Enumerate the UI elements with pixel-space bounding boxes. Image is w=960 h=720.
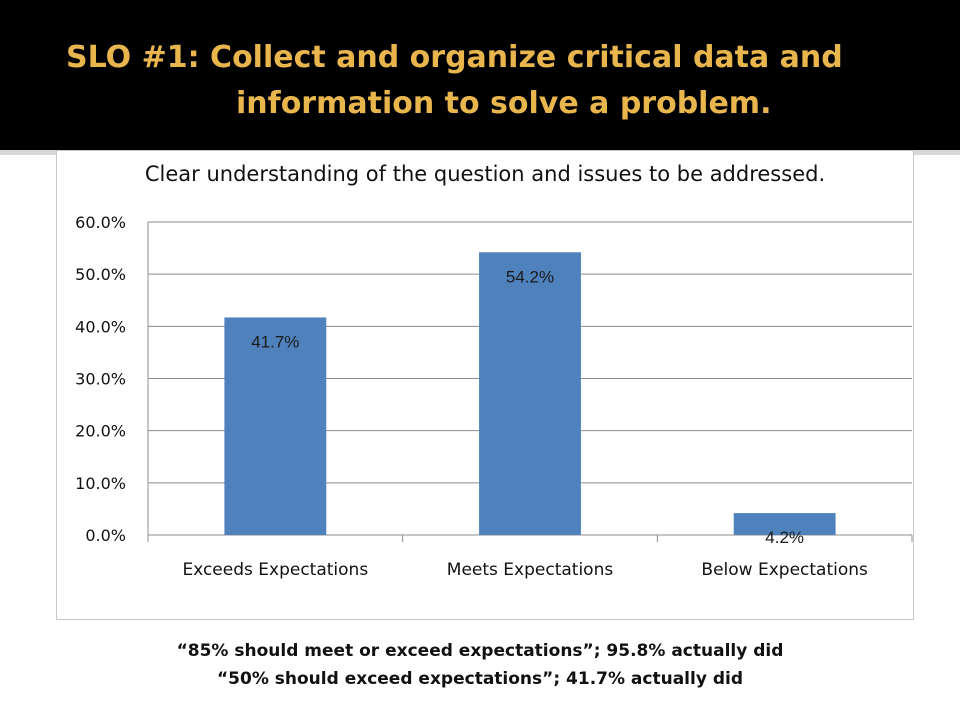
y-tick-label: 40.0% [75, 317, 126, 336]
y-tick-label: 10.0% [75, 474, 126, 493]
bar-1 [224, 317, 327, 535]
caption-line-1: “85% should meet or exceed expectations”… [176, 641, 784, 661]
y-tick-label: 50.0% [75, 265, 126, 284]
title-bar: SLO #1: Collect and organize critical da… [0, 0, 960, 150]
bar-2 [479, 252, 581, 536]
x-tick-label: Exceeds Expectations [182, 560, 368, 580]
y-tick-label: 20.0% [75, 422, 126, 441]
y-tick-label: 0.0% [85, 526, 126, 545]
caption-line-2: “50% should exceed expectations”; 41.7% … [217, 669, 743, 689]
data-label: 41.7% [251, 332, 299, 351]
slide-title-line-2: information to solve a problem. [236, 86, 772, 121]
x-tick-label: Meets Expectations [447, 560, 614, 580]
data-label: 4.2% [765, 528, 804, 547]
chart-title: Clear understanding of the question and … [144, 162, 826, 186]
x-tick-label: Below Expectations [701, 560, 868, 580]
slide-title-line-1: SLO #1: Collect and organize critical da… [66, 40, 843, 75]
y-tick-label: 60.0% [75, 213, 126, 232]
data-label: 54.2% [506, 267, 554, 286]
y-tick-label: 30.0% [75, 370, 126, 389]
bar-3 [733, 513, 836, 535]
